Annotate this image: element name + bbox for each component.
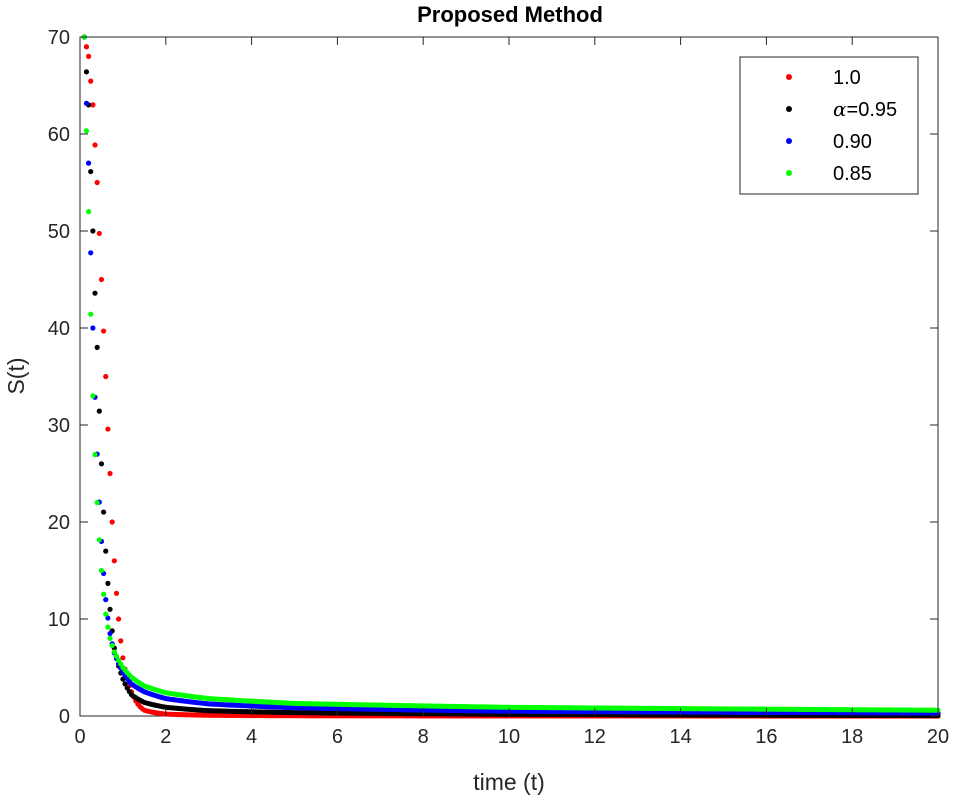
data-point: [98, 567, 105, 574]
data-point: [100, 509, 107, 515]
data-point: [103, 548, 109, 554]
data-point: [88, 168, 94, 175]
chart-title: Proposed Method: [417, 2, 603, 27]
x-tick-label: 0: [74, 726, 85, 748]
data-point: [83, 100, 90, 106]
y-tick-label: 60: [48, 124, 70, 146]
data-point: [109, 642, 115, 649]
legend-marker: [786, 170, 792, 176]
data-point: [111, 558, 117, 564]
y-tick-label: 10: [48, 609, 70, 631]
x-tick-label: 18: [841, 726, 863, 748]
data-point: [105, 580, 111, 586]
data-point: [103, 373, 109, 380]
x-tick-label: 2: [160, 726, 171, 748]
legend-marker: [786, 138, 792, 144]
legend-label: 1.0: [833, 67, 861, 89]
data-point: [83, 128, 90, 134]
data-point: [111, 649, 117, 655]
data-point: [85, 53, 92, 60]
data-point: [83, 44, 90, 50]
data-point: [88, 250, 94, 256]
data-point: [92, 452, 98, 458]
data-points: [81, 34, 941, 719]
data-point: [96, 537, 102, 543]
x-axis-label: time (t): [473, 769, 545, 795]
data-point: [107, 635, 113, 642]
y-tick-label: 20: [48, 512, 70, 534]
data-point: [105, 615, 111, 621]
x-tick-label: 16: [755, 726, 777, 748]
data-point: [100, 328, 107, 334]
data-point: [105, 426, 111, 432]
data-point: [103, 611, 109, 617]
data-point: [90, 228, 96, 234]
data-point: [109, 519, 115, 525]
data-point: [118, 638, 124, 644]
legend-label: α=0.95: [833, 97, 897, 121]
y-tick-label: 30: [48, 415, 70, 437]
data-point: [85, 160, 92, 166]
data-point: [88, 78, 94, 84]
legend-marker: [786, 106, 792, 112]
series-0.85: [81, 34, 941, 713]
data-point: [122, 681, 128, 687]
data-point: [90, 325, 96, 331]
y-tick-label: 0: [59, 706, 70, 728]
data-point: [107, 470, 113, 477]
data-point: [103, 597, 109, 603]
data-point: [85, 209, 92, 215]
data-point: [92, 290, 98, 296]
data-point: [88, 311, 94, 317]
data-point: [92, 142, 98, 148]
data-point: [100, 591, 107, 597]
data-point: [90, 102, 96, 108]
axis-ticks: [79, 36, 939, 717]
legend: 1.0 α=0.95 0.90 0.85: [739, 56, 919, 195]
data-point: [116, 616, 122, 622]
legend-box: [739, 56, 919, 195]
data-point: [83, 69, 90, 75]
y-axis-label: S(t): [3, 357, 29, 394]
data-point: [113, 590, 120, 596]
x-tick-label: 10: [498, 726, 520, 748]
x-tick-label: 8: [418, 726, 429, 748]
data-point: [96, 408, 102, 414]
data-point: [120, 655, 126, 661]
x-tick-label: 4: [246, 726, 257, 748]
data-point: [107, 606, 113, 612]
legend-label: 0.85: [833, 163, 872, 185]
data-point: [98, 461, 105, 467]
legend-label: 0.90: [833, 131, 872, 153]
data-point: [94, 179, 100, 186]
x-tick-label: 12: [584, 726, 606, 748]
data-point: [94, 344, 100, 350]
y-tick-label: 70: [48, 27, 70, 49]
data-point: [94, 500, 100, 506]
data-point: [107, 630, 113, 637]
data-point: [90, 393, 96, 399]
tick-labels: 0 2 4 6 8 10 12 14 16 18 20 0 10 20 30 40 50 60 70: [48, 27, 949, 748]
x-tick-label: 20: [927, 726, 949, 748]
x-tick-label: 14: [669, 726, 691, 748]
legend-marker: [786, 74, 792, 80]
data-point: [96, 230, 102, 237]
data-point: [98, 276, 105, 283]
x-tick-label: 6: [332, 726, 343, 748]
y-tick-label: 40: [48, 318, 70, 340]
y-tick-label: 50: [48, 221, 70, 243]
data-point: [105, 624, 111, 630]
data-point: [113, 653, 120, 659]
